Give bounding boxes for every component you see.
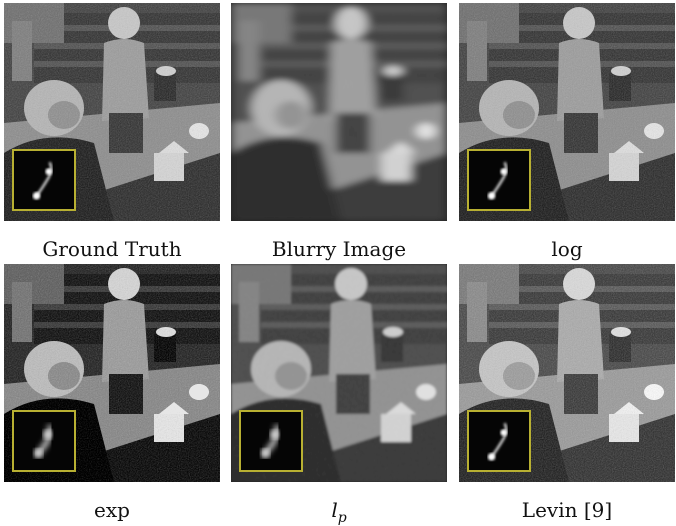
- caption-lp-base: l: [331, 498, 338, 522]
- kernel-image: [241, 412, 301, 470]
- kernel-image: [14, 412, 74, 470]
- panel-exp: [4, 264, 220, 482]
- kernel-inset: [12, 410, 76, 472]
- caption-ground-truth: Ground Truth: [42, 237, 182, 261]
- kernel-inset: [467, 410, 531, 472]
- panel-ground-truth: [4, 3, 220, 221]
- kernel-inset: [12, 149, 76, 211]
- caption-lp-sub: p: [337, 510, 347, 526]
- panel-blurry-image: [231, 3, 447, 221]
- panel-levin: [459, 264, 675, 482]
- kernel-image: [469, 151, 529, 209]
- caption-levin: Levin [9]: [521, 498, 613, 522]
- caption-exp: exp: [94, 498, 130, 522]
- caption-log: log: [551, 237, 583, 261]
- kernel-inset: [239, 410, 303, 472]
- caption-lp: lp: [231, 498, 447, 526]
- panel-log: [459, 3, 675, 221]
- kernel-image: [14, 151, 74, 209]
- kernel-image: [469, 412, 529, 470]
- panel-lp: [231, 264, 447, 482]
- caption-blurry-image: Blurry Image: [271, 237, 407, 261]
- blurry-image: [231, 3, 447, 221]
- kernel-inset: [467, 149, 531, 211]
